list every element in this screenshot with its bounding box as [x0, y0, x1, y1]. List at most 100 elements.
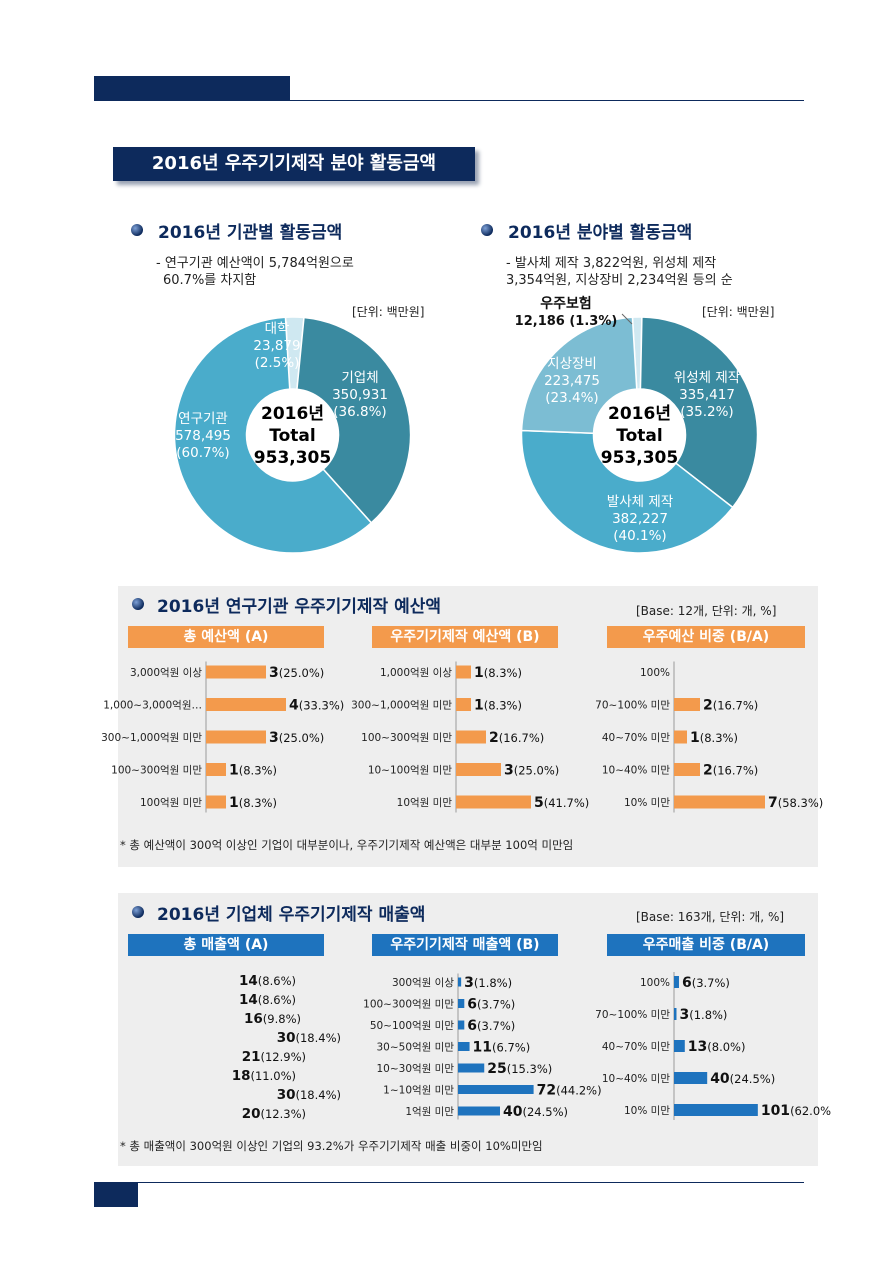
budget-heading: 2016년 연구기관 우주기기제작 예산액 — [157, 597, 442, 617]
bar-value-label: 40(24.5%) — [710, 1071, 775, 1087]
budget-base: [Base: 12개, 단위: 개, %] — [636, 604, 777, 618]
donut-left-desc-1: - 연구기관 예산액이 5,784억원으로 — [156, 256, 354, 271]
bar-value-label: 1(8.3%) — [229, 763, 277, 779]
bar — [674, 698, 700, 711]
bar-value-label: 16(9.8%) — [244, 1011, 301, 1027]
bar-value-label: 2(16.7%) — [703, 763, 758, 779]
bar-value-label: 14(8.6%) — [239, 973, 296, 989]
bar-category-label: 300~1,000억원 미만 — [351, 700, 452, 712]
bar-category-label: 100억원 미만 — [140, 797, 202, 809]
bar — [458, 1106, 500, 1116]
bar-value-label: 3(25.0%) — [269, 665, 324, 681]
bullet-icon — [131, 224, 143, 236]
bullet-icon — [132, 598, 144, 610]
donut-slice-label: 382,227 — [612, 511, 668, 527]
bar — [674, 763, 700, 776]
bar-category-label: 300~1,000억원 미만 — [101, 732, 202, 744]
bar — [458, 1063, 485, 1073]
bar-value-label: 21(12.9%) — [242, 1049, 306, 1065]
footer-rule — [94, 1182, 804, 1183]
bar-value-label: 30(18.4%) — [277, 1030, 341, 1046]
donut-outer-label: 우주보험 — [540, 295, 592, 312]
sales-col-b-header: 우주기기제작 매출액 (B) — [372, 934, 558, 956]
bar-value-label: 3(25.0%) — [269, 730, 324, 746]
bar-category-label: 40~70% 미만 — [602, 1041, 670, 1053]
bar-category-label: 30~50억원 미만 — [377, 1042, 455, 1054]
bar-category-label: 10~40% 미만 — [602, 1073, 670, 1085]
bar-value-label: 3(1.8%) — [679, 1007, 727, 1023]
bar-category-label: 10% 미만 — [624, 797, 670, 809]
bar — [458, 1085, 534, 1094]
header-bar — [94, 76, 290, 100]
bar-value-label: 18(11.0%) — [232, 1068, 296, 1084]
donut-slice-label: (60.7%) — [176, 445, 229, 461]
donut-center-label: Total — [616, 426, 662, 446]
donut-slice-label: 335,417 — [679, 387, 735, 403]
bar-category-label: 10억원 미만 — [397, 797, 453, 809]
bar-value-label: 30(18.4%) — [277, 1087, 341, 1103]
bar-category-label: 10% 미만 — [624, 1105, 670, 1117]
donut-hole — [593, 389, 686, 481]
bar-value-label: 4(33.3%) — [289, 698, 344, 714]
bar — [456, 730, 486, 744]
bar-category-label: 100~300억원 미만 — [361, 732, 452, 744]
donut-center-label: 2016년 — [608, 404, 671, 424]
bar — [674, 730, 687, 744]
bar-category-label: 1,000~3,000억원… — [103, 700, 202, 712]
bar-value-label: 25(15.3%) — [487, 1061, 552, 1077]
donut-outer-label: 12,186 (1.3%) — [515, 314, 618, 329]
donut-hole — [246, 389, 339, 481]
donut-right-desc-2: 3,354억원, 지상장비 2,234억원 등의 순 — [506, 273, 733, 288]
bar-category-label: 1,000억원 이상 — [380, 667, 452, 679]
donut-right-outer-label: 우주보험 12,186 (1.3%) — [515, 295, 618, 329]
bar — [458, 1020, 465, 1030]
bar — [456, 795, 531, 809]
donut-slice-label: 대학 — [265, 321, 290, 337]
donut-slice-label: 위성체 제작 — [674, 370, 740, 386]
bar-value-label: 1(8.3%) — [229, 795, 277, 811]
header-rule — [94, 100, 804, 101]
bar — [674, 1072, 708, 1084]
donut-left-desc-2: 60.7%를 차지함 — [163, 273, 257, 288]
sales-bar-charts: 14(8.6%) 14(8.6%) 16(9.8%) 30(18.4%) 21(12.9… — [232, 972, 831, 1122]
donut-right-unit: [단위: 백만원] — [702, 305, 775, 319]
donut-left-unit: [단위: 백만원] — [352, 305, 425, 319]
donut-slice-label: 지상장비 — [547, 356, 597, 372]
donut-center-label: 953,305 — [601, 448, 678, 468]
donut-right-heading: 2016년 분야별 활동금액 — [508, 223, 693, 243]
sales-note: * 총 매출액이 300억원 이상인 기업의 93.2%가 우주기기제작 매출 … — [120, 1139, 543, 1153]
bar — [458, 999, 465, 1008]
donut-center-label: 2016년 — [261, 404, 324, 424]
sales-col-ba-header: 우주매출 비중 (B/A) — [607, 934, 805, 956]
bar-category-label: 3,000억원 이상 — [130, 667, 202, 679]
bar — [674, 1040, 685, 1052]
footer-bar — [94, 1183, 138, 1207]
bar-category-label: 100% — [640, 977, 670, 989]
sales-heading: 2016년 기업체 우주기기제작 매출액 — [157, 905, 426, 925]
bar-category-label: 10~40% 미만 — [602, 765, 670, 777]
donut-slice-label: 발사체 제작 — [607, 494, 673, 510]
donut-slice — [520, 429, 734, 554]
donut-slice-label: 223,475 — [544, 373, 600, 389]
donut-left-heading: 2016년 기관별 활동금액 — [158, 223, 343, 243]
bar-value-label: 3(1.8%) — [464, 975, 512, 991]
donut-center-label: Total — [269, 426, 315, 446]
budget-col-ba-header: 우주예산 비중 (B/A) — [607, 626, 805, 648]
bar-category-label: 70~100% 미만 — [595, 700, 670, 712]
bar — [458, 977, 462, 987]
budget-col-a-header: 총 예산액 (A) — [128, 626, 324, 648]
donut-slice-label: (23.4%) — [545, 390, 598, 406]
bar-value-label: 14(8.6%) — [239, 992, 296, 1008]
bar-category-label: 300억원 이상 — [392, 977, 454, 989]
donut-slice-label: (36.8%) — [333, 404, 386, 420]
bar — [456, 763, 501, 776]
bar — [206, 730, 266, 744]
bar — [206, 665, 266, 679]
bar-category-label: 100% — [640, 667, 670, 679]
bar — [458, 1042, 470, 1051]
donut-slice-label: (40.1%) — [613, 528, 666, 544]
donut-leader-line — [621, 313, 633, 325]
bar — [674, 1104, 758, 1116]
bar-value-label: 20(12.3%) — [242, 1106, 306, 1122]
